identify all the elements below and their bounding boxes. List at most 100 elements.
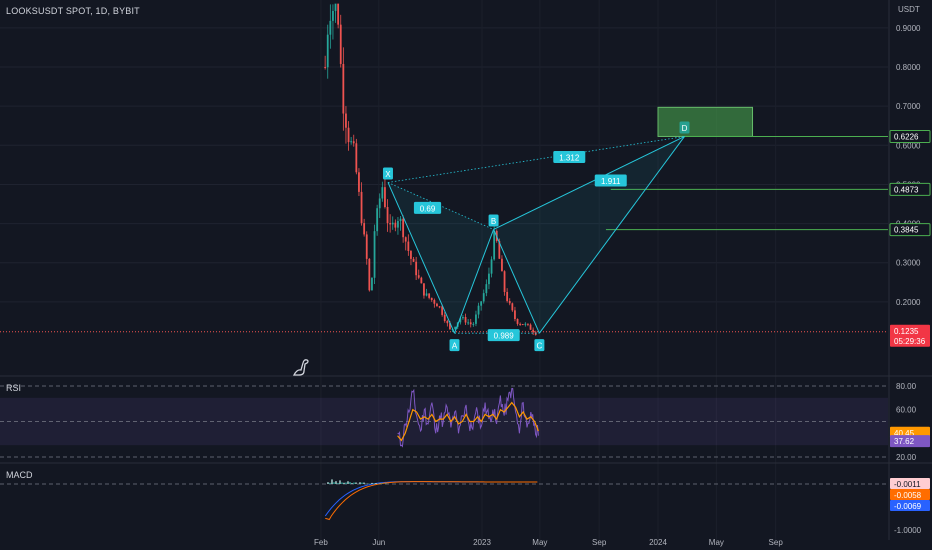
pattern-point-box xyxy=(488,214,499,227)
candle-body xyxy=(407,241,410,251)
candle-body xyxy=(384,187,386,207)
time-tick-label: Jun xyxy=(372,538,385,547)
candle-body xyxy=(446,320,449,324)
candle-body xyxy=(420,277,423,284)
last-price-badge-bg xyxy=(890,324,930,347)
macd-histogram-bar xyxy=(349,482,351,484)
candle-body xyxy=(324,67,327,69)
candle-body xyxy=(423,283,425,296)
histogram-badge-bg xyxy=(890,478,930,489)
signal-badge: -0.0069 xyxy=(894,502,922,511)
pattern-point-box xyxy=(449,339,460,352)
level-badge: 0.6226 xyxy=(894,132,919,141)
candle-body xyxy=(350,141,353,143)
level-badge-bg xyxy=(889,182,931,196)
candle-body xyxy=(352,141,355,144)
macd-histogram-bar xyxy=(347,481,349,484)
candle-body xyxy=(347,127,350,143)
pattern-fill-xab xyxy=(387,182,494,334)
candle-body xyxy=(488,273,490,285)
candle-body xyxy=(438,306,441,308)
candle-body xyxy=(529,324,532,330)
signal-line xyxy=(325,481,538,521)
candle-body xyxy=(490,259,493,274)
price-tick-label: 0.6000 xyxy=(896,141,921,150)
pattern-point-box xyxy=(534,339,545,352)
target-zone-box xyxy=(657,106,754,137)
ratio-box xyxy=(553,151,586,164)
pattern-point-box xyxy=(679,121,690,134)
time-tick-label: Sep xyxy=(592,538,607,547)
candle-body xyxy=(337,3,340,25)
pattern-fill-bcd xyxy=(493,136,685,334)
ratio-label: 0.69 xyxy=(420,204,436,213)
rsi-panel xyxy=(0,385,888,458)
candle-body xyxy=(386,206,389,224)
macd-line xyxy=(324,481,538,517)
candle-body xyxy=(436,303,438,307)
macd-histogram-bar xyxy=(333,482,335,484)
macd-histogram-bar xyxy=(337,482,339,484)
dinosaur-icon[interactable] xyxy=(291,355,311,377)
pattern-point-label: X xyxy=(385,170,391,179)
candle-body xyxy=(430,297,433,301)
macd-histogram-bar xyxy=(327,482,329,484)
price-tick-label: 0.3000 xyxy=(896,259,921,268)
pattern-point-label: C xyxy=(536,342,542,351)
candle-body xyxy=(482,293,485,302)
macd-histogram-bar xyxy=(335,481,337,484)
candle-body xyxy=(498,241,501,259)
candle-body xyxy=(443,314,446,321)
time-tick-label: Sep xyxy=(769,538,784,547)
pattern-leg xyxy=(493,136,685,230)
rsi-tick-label: 80.00 xyxy=(896,382,917,391)
candle-body xyxy=(363,223,366,235)
target-zone xyxy=(657,106,754,137)
candle-body xyxy=(412,258,415,262)
target-levels xyxy=(605,135,888,231)
candle-body xyxy=(508,301,511,304)
candle-body xyxy=(368,258,371,291)
currency-label: USDT xyxy=(898,5,920,14)
candle-body xyxy=(524,323,527,325)
candle-body xyxy=(519,323,522,325)
pattern-leg xyxy=(493,229,540,334)
candle-body xyxy=(394,222,397,228)
candle-body xyxy=(376,208,379,232)
candle-body xyxy=(516,318,519,324)
candle-body xyxy=(332,10,334,21)
ratio-box xyxy=(594,174,627,187)
harmonic-pattern: X A B C D 0.69 0.989 1.312 1.911 xyxy=(382,121,690,352)
macd-histogram-bar xyxy=(339,480,341,484)
macd-histogram-bar xyxy=(361,482,363,484)
pattern-point-box xyxy=(382,167,393,180)
price-tick-label: 0.9000 xyxy=(896,24,921,33)
candle-body xyxy=(477,305,480,315)
candle-body xyxy=(475,314,477,324)
candle-body xyxy=(326,34,329,68)
macd-histogram-bar xyxy=(345,482,347,484)
candle-body xyxy=(459,318,462,323)
level-badge: 0.4873 xyxy=(894,185,919,194)
candle-body xyxy=(339,24,342,64)
rsi-ma-line xyxy=(397,401,539,442)
rsi-badge: 37.62 xyxy=(894,437,915,446)
candle-body xyxy=(511,303,514,311)
macd-histogram-bar xyxy=(329,482,331,484)
candle-body xyxy=(373,231,376,278)
macd-badge: -0.0058 xyxy=(894,491,922,500)
candle-body xyxy=(389,223,392,225)
candle-body xyxy=(397,221,399,228)
candle-body xyxy=(449,323,451,330)
pattern-point-label: A xyxy=(452,342,458,351)
candle-body xyxy=(378,198,381,209)
candle-body xyxy=(342,63,345,114)
candle-body xyxy=(501,258,503,272)
macd-histogram-bar xyxy=(355,482,357,484)
pattern-point-label: B xyxy=(491,217,496,226)
candle-body xyxy=(433,300,436,304)
level-badge: 0.3845 xyxy=(894,226,919,235)
macd-histogram-bar xyxy=(373,483,375,484)
